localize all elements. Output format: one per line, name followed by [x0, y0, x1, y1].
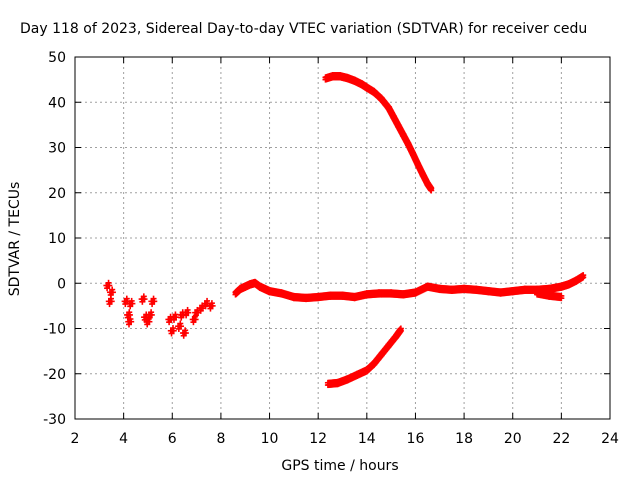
x-tick-label: 12	[309, 431, 327, 447]
data-point	[182, 330, 189, 337]
series-early-scattered	[103, 279, 216, 339]
y-tick-label: 50	[48, 50, 66, 66]
data-point	[141, 296, 148, 303]
data-point	[106, 282, 113, 289]
series-lower-branch	[534, 289, 565, 302]
x-tick-label: 20	[504, 431, 522, 447]
x-tick-label: 10	[261, 431, 279, 447]
x-axis-label: GPS time / hours	[281, 458, 398, 474]
data-point	[428, 187, 435, 194]
y-tick-label: 30	[48, 141, 66, 157]
data-point	[185, 309, 192, 316]
data-point	[209, 302, 216, 309]
grid	[75, 57, 610, 419]
data-point	[178, 323, 185, 330]
series-upper-arc	[322, 72, 435, 194]
data-point	[397, 327, 404, 334]
data-point	[170, 327, 177, 334]
x-tick-label: 4	[119, 431, 128, 447]
y-tick-label: -10	[43, 322, 66, 338]
data-point	[558, 295, 565, 302]
data-point	[129, 300, 136, 307]
x-tick-label: 24	[601, 431, 619, 447]
x-tick-label: 2	[71, 431, 80, 447]
data-point	[108, 298, 115, 305]
data-point	[109, 289, 116, 296]
data-points	[103, 72, 587, 389]
x-tick-label: 22	[552, 431, 570, 447]
y-tick-label: -20	[43, 367, 66, 383]
y-axis-label: SDTVAR / TECUs	[7, 182, 23, 297]
x-tick-label: 18	[455, 431, 473, 447]
data-point	[173, 314, 180, 321]
data-point	[580, 274, 587, 281]
x-tick-label: 16	[407, 431, 425, 447]
series-lower-arc	[324, 325, 404, 389]
data-point	[151, 298, 158, 305]
x-tick-label: 6	[168, 431, 177, 447]
y-tick-label: 40	[48, 95, 66, 111]
chart-title: Day 118 of 2023, Sidereal Day-to-day VTE…	[20, 21, 587, 37]
x-tick-label: 8	[216, 431, 225, 447]
data-point	[148, 311, 155, 318]
y-tick-label: -30	[43, 412, 66, 428]
y-tick-label: 0	[57, 276, 66, 292]
data-point	[128, 318, 135, 325]
series-main-trace	[232, 272, 587, 303]
x-tick-label: 14	[358, 431, 376, 447]
y-tick-label: 20	[48, 186, 66, 202]
y-tick-label: 10	[48, 231, 66, 247]
